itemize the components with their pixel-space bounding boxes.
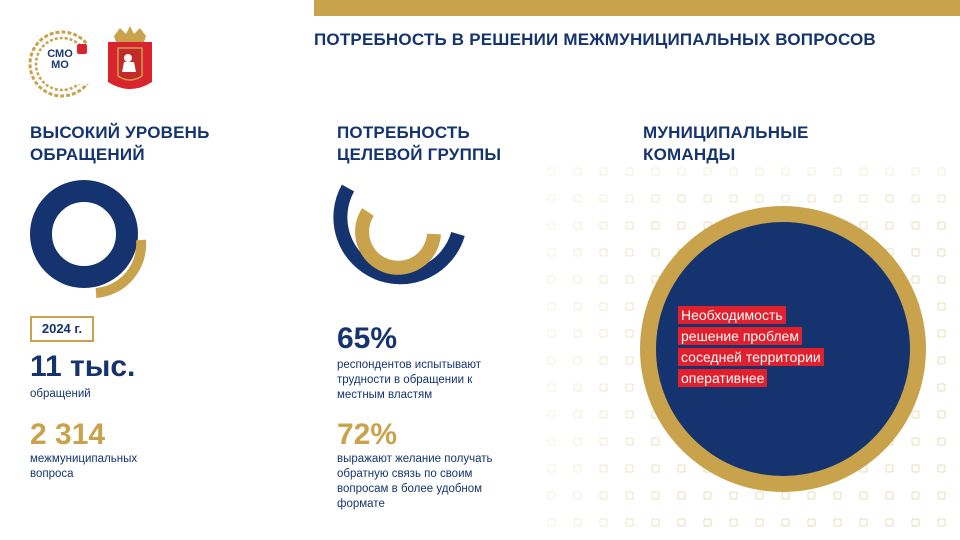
- teams-text-line: решение проблем: [678, 327, 802, 345]
- column3-title: МУНИЦИПАЛЬНЫЕ КОМАНДЫ: [643, 123, 809, 164]
- teams-text-line: соседней территории: [678, 348, 824, 366]
- teams-text-line: оперативнее: [678, 369, 768, 387]
- appeals-count: 11 тыс.: [30, 350, 136, 383]
- logo-flag-icon: [77, 44, 87, 54]
- column1-title: ВЫСОКИЙ УРОВЕНЬ ОБРАЩЕНИЙ: [30, 123, 210, 164]
- smomo-logo: [28, 30, 98, 98]
- teams-text-line: Необходимость: [678, 306, 786, 324]
- target-group-donut-icon: [333, 184, 465, 285]
- year-badge: 2024 г.: [30, 316, 94, 342]
- intermunicipal-count: 2 314: [30, 418, 106, 451]
- difficulty-label: респондентов испытывают трудности в обра…: [337, 359, 482, 401]
- logo-text: СМО МО: [47, 48, 73, 71]
- coat-of-arms-icon: [108, 26, 152, 89]
- municipal-teams-text: Необходимость решение проблем соседней т…: [678, 306, 824, 390]
- feedback-percent: 72%: [337, 418, 398, 451]
- appeals-donut-icon: [30, 180, 147, 298]
- appeals-label: обращений: [30, 388, 91, 400]
- top-accent-bar: [314, 0, 960, 16]
- page-title: ПОТРЕБНОСТЬ В РЕШЕНИИ МЕЖМУНИЦИПАЛЬНЫХ В…: [314, 30, 876, 49]
- column2-title: ПОТРЕБНОСТЬ ЦЕЛЕВОЙ ГРУППЫ: [337, 123, 502, 164]
- feedback-label: выражают желание получать обратную связь…: [337, 453, 493, 510]
- intermunicipal-label: межмуниципальных вопроса: [30, 453, 138, 480]
- difficulty-percent: 65%: [337, 322, 398, 355]
